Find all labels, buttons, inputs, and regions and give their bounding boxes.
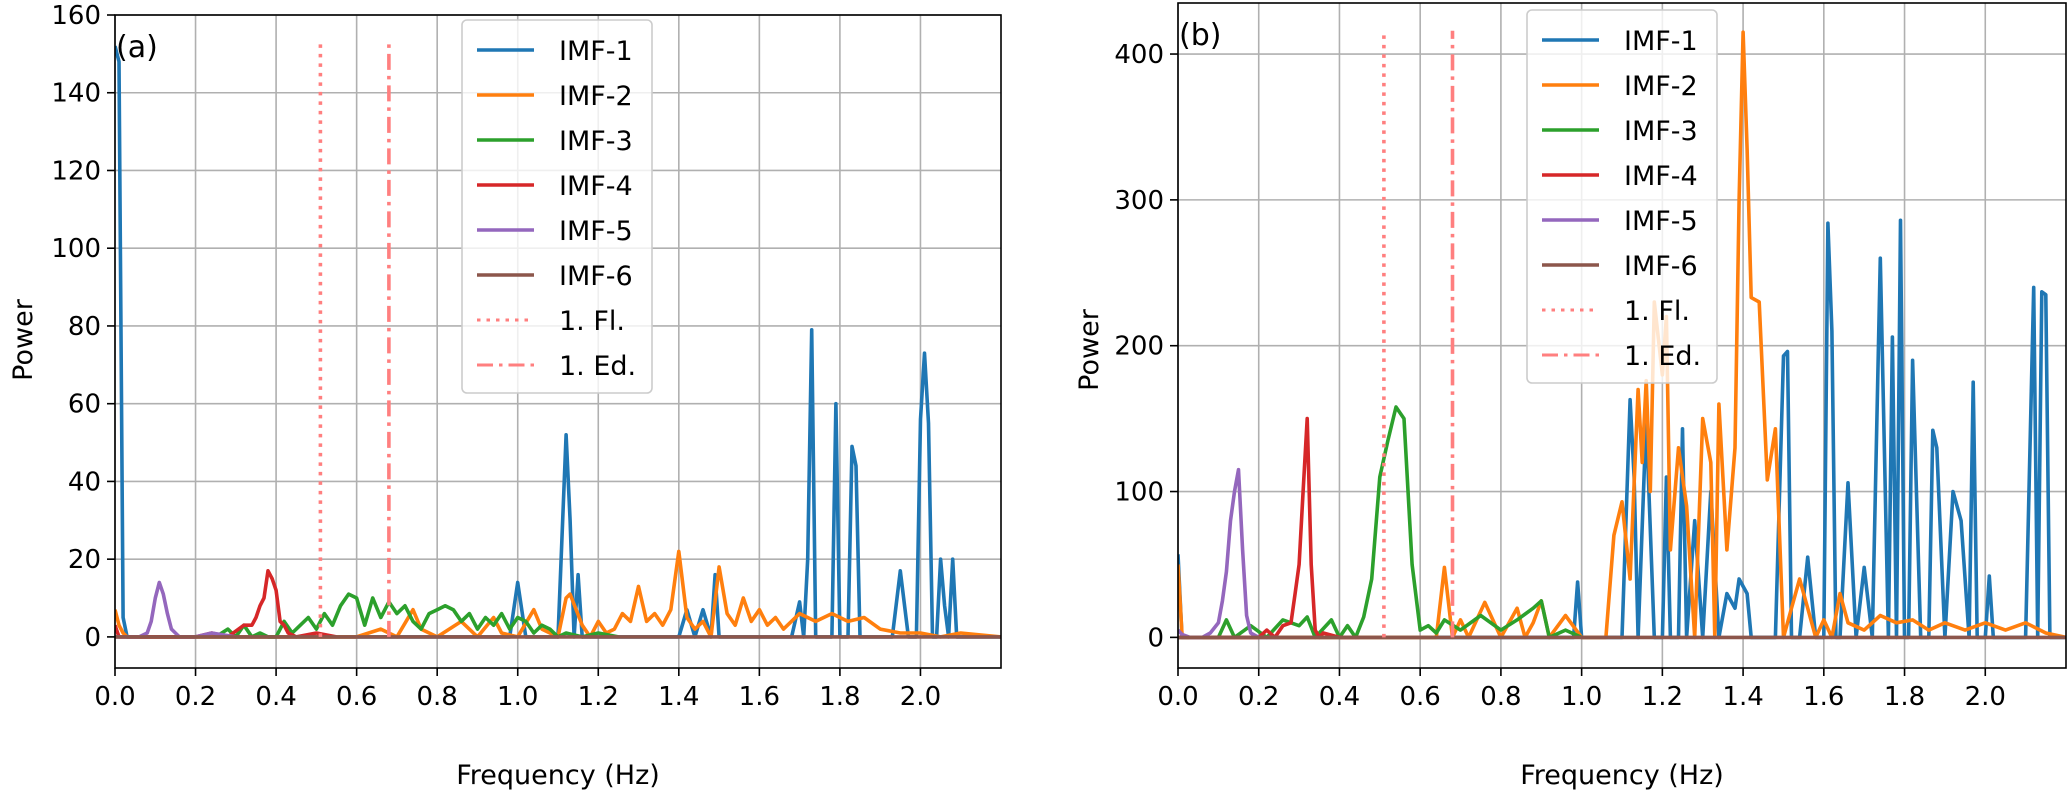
x-tick-label: 1.0 <box>497 682 538 712</box>
x-tick-label: 0.4 <box>255 682 296 712</box>
series-line-imf-3 <box>1178 405 1583 640</box>
series-line-imf-2 <box>1178 30 2066 640</box>
legend-label: IMF-5 <box>559 216 633 247</box>
series-line-imf-5 <box>115 580 237 639</box>
legend: IMF-1 IMF-2 IMF-3 IMF-4 IMF-5 IMF-6 1. Fl. 1. E… <box>1526 9 1718 384</box>
series-line-imf-2 <box>115 549 1001 639</box>
legend-label: IMF-3 <box>1624 116 1698 147</box>
legend-box <box>1526 9 1718 384</box>
y-tick-label: 200 <box>1114 332 1164 362</box>
x-tick-label: 1.4 <box>1722 682 1763 712</box>
x-tick-label: 0.2 <box>175 682 216 712</box>
legend-label: IMF-2 <box>1624 71 1698 102</box>
x-tick-label: 0.2 <box>1238 682 1279 712</box>
x-tick-label: 0.6 <box>336 682 377 712</box>
legend-label: IMF-4 <box>1624 161 1698 192</box>
legend-label: IMF-4 <box>559 171 633 202</box>
legend-label: IMF-6 <box>559 261 633 292</box>
x-tick-label: 1.6 <box>1803 682 1844 712</box>
legend-label: 1. Fl. <box>559 306 625 337</box>
legend-box <box>461 19 653 394</box>
y-tick-label: 300 <box>1114 186 1164 216</box>
x-tick-label: 2.0 <box>900 682 941 712</box>
series-group <box>1178 30 2066 640</box>
y-tick-label: 80 <box>68 312 101 342</box>
x-tick-label: 1.0 <box>1561 682 1602 712</box>
chart-panel-0: 0.0 0.2 0.4 0.6 0.8 1.0 1.2 1.4 1.6 1.8 2.0 0 20 40 60… <box>8 1 1002 791</box>
y-tick-label: 0 <box>1147 623 1164 653</box>
x-tick-label: 1.8 <box>1884 682 1925 712</box>
x-tick-label: 0.0 <box>1157 682 1198 712</box>
y-tick-label: 100 <box>1114 478 1164 508</box>
axis-frame <box>114 14 1002 669</box>
x-tick-label: 2.0 <box>1965 682 2006 712</box>
x-tick-label: 0.8 <box>417 682 458 712</box>
x-tick-label: 0.6 <box>1400 682 1441 712</box>
panel-label: (a) <box>116 30 158 65</box>
legend-label: 1. Ed. <box>1624 341 1701 372</box>
x-axis-label: Frequency (Hz) <box>1520 760 1724 791</box>
legend: IMF-1 IMF-2 IMF-3 IMF-4 IMF-5 IMF-6 1. Fl. 1. E… <box>461 19 653 394</box>
legend-label: 1. Fl. <box>1624 296 1690 327</box>
x-tick-label: 1.4 <box>658 682 699 712</box>
legend-label: IMF-1 <box>1624 26 1698 57</box>
legend-label: IMF-5 <box>1624 206 1698 237</box>
chart-panel-1: 0.0 0.2 0.4 0.6 0.8 1.0 1.2 1.4 1.6 1.8 2.0 0 100 200… <box>1074 2 2067 791</box>
axis-frame <box>1177 2 2067 669</box>
x-tick-label: 0.0 <box>94 682 135 712</box>
x-tick-label: 1.2 <box>1642 682 1683 712</box>
y-axis-label: Power <box>8 298 39 381</box>
y-tick-label: 140 <box>51 79 101 109</box>
x-tick-label: 1.2 <box>578 682 619 712</box>
y-tick-label: 120 <box>51 156 101 186</box>
x-tick-label: 1.8 <box>819 682 860 712</box>
y-tick-label: 40 <box>68 467 101 497</box>
y-tick-label: 160 <box>51 1 101 31</box>
y-tick-label: 20 <box>68 545 101 575</box>
x-tick-label: 0.8 <box>1480 682 1521 712</box>
series-group <box>115 42 1001 639</box>
x-tick-label: 1.6 <box>739 682 780 712</box>
series-line-imf-1 <box>1178 218 2066 640</box>
x-tick-label: 0.4 <box>1319 682 1360 712</box>
series-line-imf-4 <box>1178 416 1360 640</box>
series-line-imf-3 <box>214 592 619 639</box>
y-tick-label: 60 <box>68 390 101 420</box>
legend-label: IMF-1 <box>559 36 633 67</box>
legend-label: IMF-3 <box>559 126 633 157</box>
legend-label: IMF-2 <box>559 81 633 112</box>
legend-label: 1. Ed. <box>559 351 636 382</box>
panel-label: (b) <box>1179 18 1221 53</box>
y-tick-label: 0 <box>84 623 101 653</box>
y-tick-label: 100 <box>51 234 101 264</box>
y-axis-label: Power <box>1074 308 1105 391</box>
legend-label: IMF-6 <box>1624 251 1698 282</box>
y-tick-label: 400 <box>1114 40 1164 70</box>
series-line-imf-5 <box>1178 467 1279 640</box>
x-axis-label: Frequency (Hz) <box>456 760 660 791</box>
